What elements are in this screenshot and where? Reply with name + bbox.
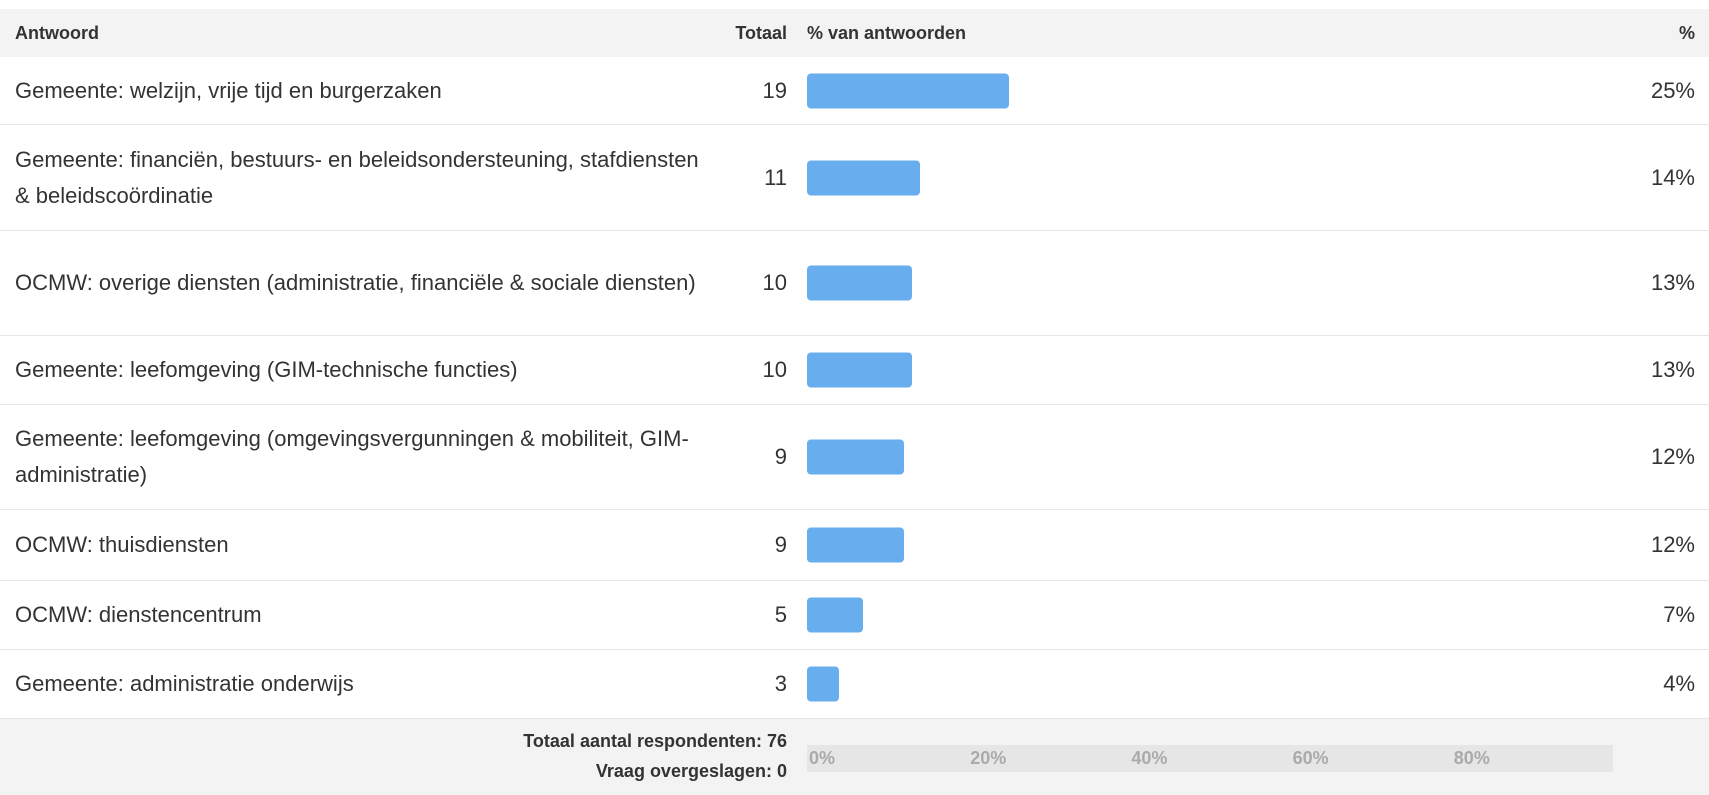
table-row: Gemeente: financiën, bestuurs- en beleid… [0,125,1709,231]
count: 3 [774,671,787,696]
percent-label: 13% [1650,357,1695,382]
percent-label: 7% [1663,602,1695,627]
axis-track: 0% 20% 40% 60% 80% [807,745,1613,772]
x-tick-label: 40% [1131,748,1168,768]
count: 19 [762,77,787,103]
bar [807,597,864,633]
answer-label: Gemeente: welzijn, vrije tijd en burgerz… [15,77,442,103]
table-row: Gemeente: welzijn, vrije tijd en burgerz… [0,57,1709,125]
bar [807,439,904,475]
column-header: % [1678,23,1695,43]
column-header: Totaal [735,23,787,43]
percent-label: 12% [1650,532,1695,557]
bar [807,666,840,702]
footer: Totaal aantal respondenten: 76 Vraag ove… [0,719,1709,795]
count: 10 [762,357,787,382]
table-row: Gemeente: leefomgeving (GIM-technische f… [0,336,1709,405]
answer-label: OCMW: dienstencentrum [15,602,262,627]
x-tick-label: 80% [1453,748,1490,768]
table-row: OCMW: overige diensten (administratie, f… [0,231,1709,336]
header-row: Antwoord Totaal % van antwoorden % [0,9,1709,57]
percent-label: 14% [1650,164,1695,190]
footer-text: Totaal aantal respondenten: 76 [523,731,787,751]
count: 10 [762,270,787,295]
bar [807,352,912,388]
count: 9 [774,444,787,469]
table-row: Gemeente: leefomgeving (omgevingsvergunn… [0,405,1709,510]
answer-label: Gemeente: administratie onderwijs [15,671,354,696]
column-header: % van antwoorden [807,23,967,43]
column-header: Antwoord [15,23,99,43]
count: 9 [774,532,787,557]
bar [807,73,1009,108]
percent-label: 25% [1650,77,1695,103]
x-tick-label: 60% [1292,748,1329,768]
table-row: Gemeente: administratie onderwijs 3 4% [0,650,1709,719]
answer-label: OCMW: overige diensten (administratie, f… [15,270,696,295]
footer-text: Vraag overgeslagen: 0 [595,761,787,781]
answer-label: Gemeente: financiën, bestuurs- en beleid… [15,146,699,208]
x-tick-label: 0% [809,748,836,768]
answer-label: OCMW: thuisdiensten [15,532,229,557]
count: 5 [774,602,787,627]
table-row: OCMW: thuisdiensten 9 12% [0,510,1709,581]
bar [807,265,912,301]
answer-label: Gemeente: leefomgeving (GIM-technische f… [15,357,518,382]
percent-label: 13% [1650,270,1695,295]
percent-label: 4% [1663,671,1695,696]
bar [807,527,904,563]
bar [807,160,920,195]
table-row: OCMW: dienstencentrum 5 7% [0,581,1709,650]
x-tick-label: 20% [970,748,1007,768]
count: 11 [764,164,787,190]
answer-label: Gemeente: leefomgeving (omgevingsvergunn… [15,426,689,487]
percent-label: 12% [1650,444,1695,469]
